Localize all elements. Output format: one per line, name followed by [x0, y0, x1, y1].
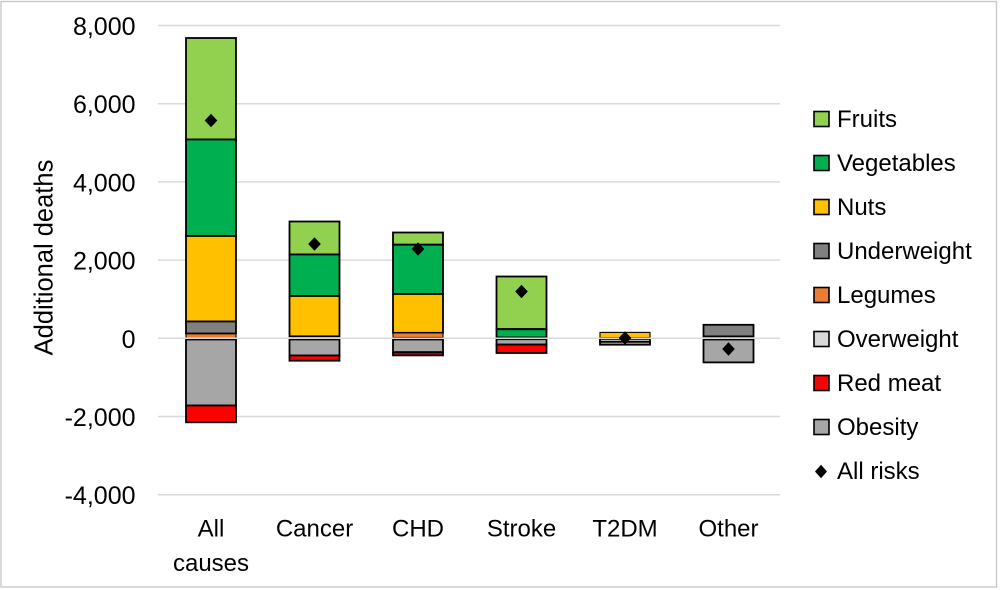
svg-text:CHD: CHD [392, 516, 444, 543]
svg-text:All risks: All risks [837, 458, 920, 485]
svg-text:causes: causes [173, 550, 249, 577]
svg-text:4,000: 4,000 [73, 169, 136, 197]
svg-text:Obesity: Obesity [837, 414, 918, 441]
svg-text:8,000: 8,000 [73, 13, 136, 41]
svg-text:-4,000: -4,000 [65, 482, 136, 510]
svg-text:6,000: 6,000 [73, 91, 136, 119]
svg-text:Stroke: Stroke [487, 516, 556, 543]
svg-text:Nuts: Nuts [837, 194, 886, 221]
svg-text:Overweight: Overweight [837, 326, 959, 353]
svg-text:-2,000: -2,000 [65, 404, 136, 432]
svg-text:Cancer: Cancer [276, 516, 353, 543]
svg-text:2,000: 2,000 [73, 248, 136, 276]
svg-text:Vegetables: Vegetables [837, 150, 956, 177]
svg-text:Underweight: Underweight [837, 238, 972, 265]
svg-text:Red meat: Red meat [837, 370, 941, 397]
svg-text:T2DM: T2DM [592, 516, 657, 543]
svg-text:Additional deaths: Additional deaths [31, 160, 59, 356]
svg-text:Fruits: Fruits [837, 106, 897, 133]
svg-text:All: All [198, 516, 225, 543]
svg-text:Legumes: Legumes [837, 282, 936, 309]
svg-text:Other: Other [698, 516, 758, 543]
svg-text:0: 0 [122, 326, 136, 354]
